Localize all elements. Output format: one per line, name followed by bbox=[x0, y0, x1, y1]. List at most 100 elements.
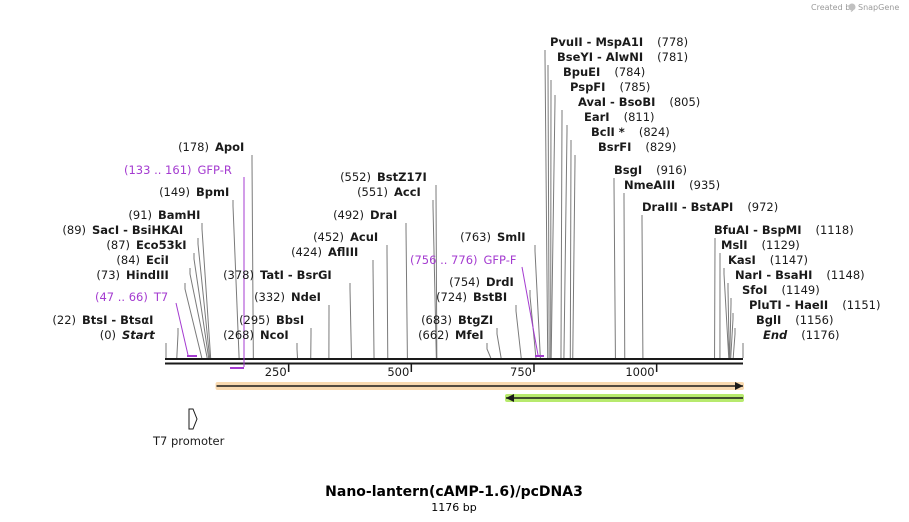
site-line bbox=[534, 245, 541, 359]
site-line bbox=[432, 200, 437, 359]
site-line bbox=[435, 185, 438, 359]
site-line bbox=[727, 283, 730, 359]
map-title: Nano-lantern(cAMP-1.6)/pcDNA3 bbox=[325, 484, 583, 500]
site-position: (178) bbox=[178, 140, 209, 154]
tick-label: 750 bbox=[510, 365, 532, 379]
site-position: (778) bbox=[657, 35, 688, 49]
features bbox=[188, 382, 744, 430]
site-line bbox=[201, 223, 212, 359]
site-name-nari-bsahi: NarI - BsaHI bbox=[735, 268, 812, 282]
site-position: (829) bbox=[645, 140, 676, 154]
site-name-pluti-haeii: PluTI - HaeII bbox=[749, 298, 828, 312]
site-line bbox=[405, 223, 408, 359]
primer-range: (756 .. 776) bbox=[410, 253, 478, 267]
site-line bbox=[386, 245, 389, 359]
site-line bbox=[496, 328, 502, 359]
site-position: (916) bbox=[656, 163, 687, 177]
primer-name: GFP-F bbox=[484, 253, 517, 267]
site-line bbox=[623, 193, 626, 359]
site-position: (781) bbox=[657, 50, 688, 64]
site-position: (84) bbox=[116, 253, 140, 267]
primer-gfp-f-label: (756 .. 776) GFP-F bbox=[410, 253, 516, 267]
t7-promoter-label: T7 promoter bbox=[152, 434, 225, 448]
site-position: (662) bbox=[418, 328, 449, 342]
site-name-start: Start bbox=[122, 328, 155, 342]
site-name-bsgi: BsgI bbox=[614, 163, 642, 177]
site-name-drai: DraI bbox=[370, 208, 397, 222]
site-name-msli: MslI bbox=[721, 238, 748, 252]
brand-text: SnapGene bbox=[858, 3, 899, 12]
site-name-btsi-bts-i: BtsI - BtsαI bbox=[82, 313, 153, 327]
site-position: (811) bbox=[624, 110, 655, 124]
site-line bbox=[486, 343, 492, 359]
site-name-bcli: BclI * bbox=[591, 125, 625, 139]
tick-label: 500 bbox=[387, 365, 409, 379]
orf-forward-arrow-icon bbox=[735, 382, 743, 390]
site-name-ncoi: NcoI bbox=[260, 328, 289, 342]
tick-label: 1000 bbox=[625, 365, 654, 379]
site-name-ndei: NdeI bbox=[291, 290, 321, 304]
site-line bbox=[193, 253, 210, 359]
site-name-bstz17i: BstZ17I bbox=[377, 170, 427, 184]
site-line bbox=[372, 260, 375, 359]
site-name-mfei: MfeI bbox=[455, 328, 484, 342]
snapgene-logo-icon bbox=[848, 3, 856, 11]
tick-label: 250 bbox=[265, 365, 287, 379]
site-position: (89) bbox=[62, 223, 86, 237]
site-name-end: End bbox=[763, 328, 788, 342]
credit-text: Created by bbox=[811, 3, 855, 12]
site-position: (452) bbox=[313, 230, 344, 244]
site-name-bseyi-alwni: BseYI - AlwNI bbox=[557, 50, 643, 64]
primer-gfp-f-leader bbox=[521, 266, 539, 356]
site-name-eco53ki: Eco53kI bbox=[136, 238, 187, 252]
site-line bbox=[732, 328, 736, 359]
site-name-pspfi: PspFI bbox=[570, 80, 605, 94]
primer-range: (133 .. 161) bbox=[124, 163, 192, 177]
site-name-nmeaiii: NmeAIII bbox=[624, 178, 675, 192]
site-line bbox=[560, 110, 563, 359]
site-position: (1147) bbox=[770, 253, 808, 267]
snapgene-credit: Created by SnapGene bbox=[811, 3, 899, 12]
primer-range: (47 .. 66) bbox=[95, 290, 148, 304]
site-line bbox=[184, 283, 203, 359]
primer-name: T7 bbox=[153, 290, 168, 304]
site-position: (149) bbox=[159, 185, 190, 199]
site-name-avai-bsobi: AvaI - BsoBI bbox=[578, 95, 655, 109]
site-position: (0) bbox=[100, 328, 116, 342]
site-line bbox=[730, 313, 734, 359]
site-position: (295) bbox=[239, 313, 270, 327]
site-line bbox=[613, 178, 616, 359]
site-line bbox=[529, 290, 537, 359]
site-name-ecii: EciI bbox=[146, 253, 169, 267]
site-line bbox=[232, 200, 240, 359]
site-position: (551) bbox=[357, 185, 388, 199]
site-position: (785) bbox=[619, 80, 650, 94]
site-line bbox=[641, 215, 644, 359]
site-name-afliii: AflIII bbox=[328, 245, 358, 259]
site-name-acui: AcuI bbox=[350, 230, 378, 244]
primer-t7-leader bbox=[175, 302, 189, 356]
site-position: (763) bbox=[460, 230, 491, 244]
site-name-bsrfi: BsrFI bbox=[598, 140, 631, 154]
site-name-smli: SmlI bbox=[497, 230, 526, 244]
site-line bbox=[197, 238, 211, 359]
site-position: (332) bbox=[254, 290, 285, 304]
primers: (47 .. 66) T7 (133 .. 161) GFP-R (756 .. 776… bbox=[95, 163, 544, 369]
site-position: (1156) bbox=[795, 313, 833, 327]
site-name-sfoi: SfoI bbox=[742, 283, 767, 297]
site-position: (1151) bbox=[842, 298, 880, 312]
site-lines bbox=[165, 50, 744, 359]
site-name-drdi: DrdI bbox=[486, 275, 514, 289]
site-line bbox=[723, 268, 730, 359]
primer-name: GFP-R bbox=[198, 163, 232, 177]
site-name-bamhi: BamHI bbox=[158, 208, 200, 222]
site-name-kasi: KasI bbox=[728, 253, 756, 267]
orf-reverse-arrow-icon bbox=[506, 394, 515, 402]
site-position: (424) bbox=[291, 245, 322, 259]
site-position: (492) bbox=[333, 208, 364, 222]
site-name-hindiii: HindIII bbox=[126, 268, 169, 282]
site-position: (91) bbox=[128, 208, 152, 222]
site-line bbox=[729, 298, 732, 359]
site-name-bpuei: BpuEI bbox=[563, 65, 600, 79]
